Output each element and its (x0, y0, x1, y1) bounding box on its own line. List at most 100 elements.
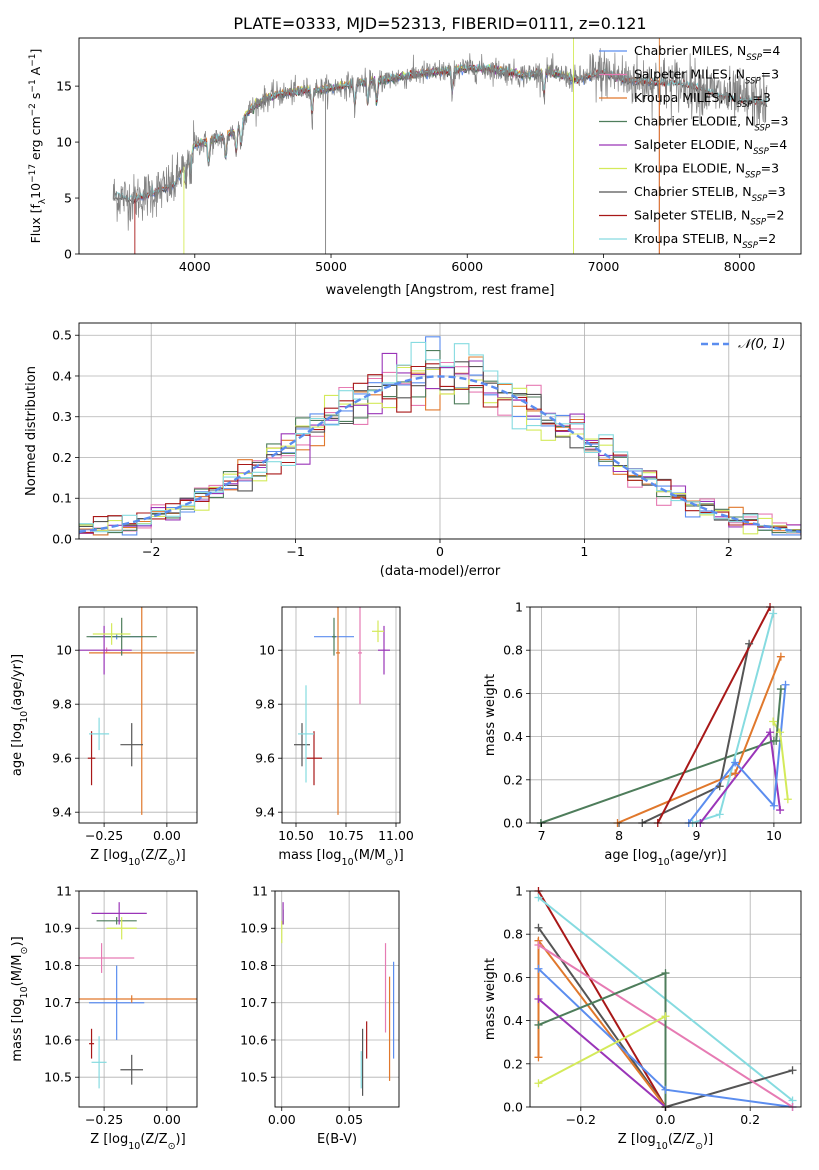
x-tick-label: 4000 (179, 259, 211, 274)
label-part: age [log (604, 848, 657, 863)
label-part: (Z/Z (140, 1132, 167, 1147)
plot-area (282, 607, 400, 823)
label-part: ] (28, 49, 43, 54)
label-part: (Z/Z (668, 1132, 695, 1147)
legend-sub: SSP (742, 241, 758, 251)
legend-label: Chabrier ELODIE, NSSP=3 (634, 114, 789, 134)
label-part: (Z/Z (140, 848, 167, 863)
legend-main: Chabrier MILES, N (634, 43, 746, 58)
y-tick-label: 5 (64, 191, 72, 206)
y-tick-label: 11 (56, 884, 72, 899)
label-part: Z [log (90, 1132, 128, 1147)
weight-marker-kroupa_miles (776, 652, 785, 661)
legend-main: Kroupa STELIB, N (634, 231, 742, 246)
y-tick-label: 1 (515, 600, 523, 615)
weight-marker-chabrier_elodie (776, 685, 785, 694)
x-axis-label: wavelength [Angstrom, rest frame] (326, 283, 555, 298)
legend-main: Salpeter STELIB, N (634, 208, 750, 223)
y-tick-label: 9.6 (255, 751, 275, 766)
x-axis-label: Z [log10(Z/Z⊙)] (618, 1132, 713, 1152)
y-tick-label: 0.4 (503, 729, 523, 744)
label-part: ⊙ (386, 857, 394, 868)
y-tick-label: 10.6 (44, 1032, 72, 1047)
y-axis-label: mass [log10(M/M⊙)] (10, 936, 30, 1061)
y-tick-label: 10.5 (44, 1070, 72, 1085)
legend-label: Kroupa ELODIE, NSSP=3 (634, 161, 779, 181)
figure-title: PLATE=0333, MJD=52313, FIBERID=0111, z=0… (233, 14, 646, 33)
label-part: age [log (10, 723, 25, 776)
legend-main: Chabrier STELIB, N (634, 184, 752, 199)
label-part: 10 (19, 711, 30, 723)
label-part: ⊙ (168, 1141, 176, 1152)
label-part: mass weight (483, 674, 498, 756)
x-axis-label: E(B-V) (317, 1132, 357, 1147)
weight-marker-salpeter_elodie (766, 728, 775, 737)
label-part: λ (38, 198, 48, 204)
observed-spectrum (112, 48, 768, 231)
weight-line-kroupa_elodie (538, 1015, 666, 1085)
x-tick-label: 0.0 (656, 1112, 676, 1127)
legend-sub: SSP (750, 218, 766, 228)
y-axis-label: Flux [fλ10−17 erg cm−2 s−1 A−1] (28, 49, 48, 244)
weight-line-chabrier_elodie (538, 971, 667, 1107)
x-tick-label: −1 (286, 544, 304, 559)
weight-marker-kroupa_elodie (661, 1012, 670, 1021)
legend-sub: SSP (752, 194, 768, 204)
legend-sub: SSP (753, 147, 769, 157)
label-part: −17 (28, 164, 38, 183)
weight-marker-kroupa_elodie (534, 1079, 543, 1088)
y-axis-label: Normed distribution (24, 366, 39, 496)
weight-marker-chabrier_stelib (715, 782, 724, 791)
x-tick-label: 1 (580, 544, 588, 559)
weight-marker-kroupa_elodie (776, 728, 785, 737)
axes-frame (78, 890, 198, 1108)
plot-area (112, 38, 768, 254)
weight-marker-chabrier_elodie (534, 1020, 543, 1029)
legend-tail: =3 (761, 67, 779, 82)
label-part: s (28, 93, 43, 104)
legend-tail: =3 (770, 114, 788, 129)
y-tick-label: 9.8 (52, 697, 72, 712)
y-tick-label: 1 (515, 884, 523, 899)
panel-mass-vs-ebv: 0.00 0.05 10.5 10.6 10.7 10.8 10.9 11 E(B-V) (240, 884, 400, 1147)
weight-line-salpeter_elodie (699, 729, 782, 823)
y-tick-label: 10 (259, 643, 275, 658)
y-tick-label: 0.1 (52, 491, 72, 506)
legend-tail: =3 (767, 184, 785, 199)
y-tick-label: 0.8 (503, 927, 523, 942)
x-tick-label: 0.00 (268, 1112, 296, 1127)
label-part: )] (176, 1132, 186, 1147)
y-tick-label: 15 (56, 79, 72, 94)
legend-sub: SSP (745, 171, 761, 181)
label-part: 10 (128, 1141, 140, 1152)
x-tick-label: −0.25 (85, 828, 123, 843)
x-tick-label: −0.25 (85, 1112, 123, 1127)
model-spectrum-chabrier_stelib (112, 65, 768, 204)
x-tick-label: 7000 (588, 259, 620, 274)
panel-residual-hist: −2 −1 0 1 2 0.0 0.1 0.2 0.3 0.4 0.5 (data-model)/er… (24, 322, 802, 579)
label-part: −2 (28, 103, 38, 116)
axes-frame (274, 890, 400, 1108)
y-tick-label: 10.9 (240, 921, 268, 936)
weight-marker-kroupa_miles (534, 1053, 543, 1062)
legend-main: Kroupa MILES, N (634, 90, 737, 105)
gaussian-curve (79, 375, 801, 534)
label-part: mass [log (10, 998, 25, 1061)
label-part: 10 (656, 1141, 668, 1152)
axes-frame (78, 37, 802, 255)
y-tick-label: 0.6 (503, 970, 523, 985)
legend-tail: =3 (761, 161, 779, 176)
legend-main: Salpeter MILES, N (634, 67, 745, 82)
legend-sub: SSP (746, 53, 762, 63)
legend-label: Salpeter STELIB, NSSP=2 (634, 208, 784, 228)
weight-marker-chabrier_stelib (788, 1066, 797, 1075)
x-axis-label: (data-model)/error (380, 564, 501, 579)
y-tick-label: 0.5 (52, 328, 72, 343)
y-tick-label: 0.2 (503, 1056, 523, 1071)
label-part: −1 (28, 79, 38, 92)
y-tick-label: 0.4 (503, 1013, 523, 1028)
label-part: 10 (658, 857, 670, 868)
x-tick-label: 7 (538, 828, 546, 843)
x-tick-label: 0.00 (153, 828, 181, 843)
label-part: Z [log (618, 1132, 656, 1147)
